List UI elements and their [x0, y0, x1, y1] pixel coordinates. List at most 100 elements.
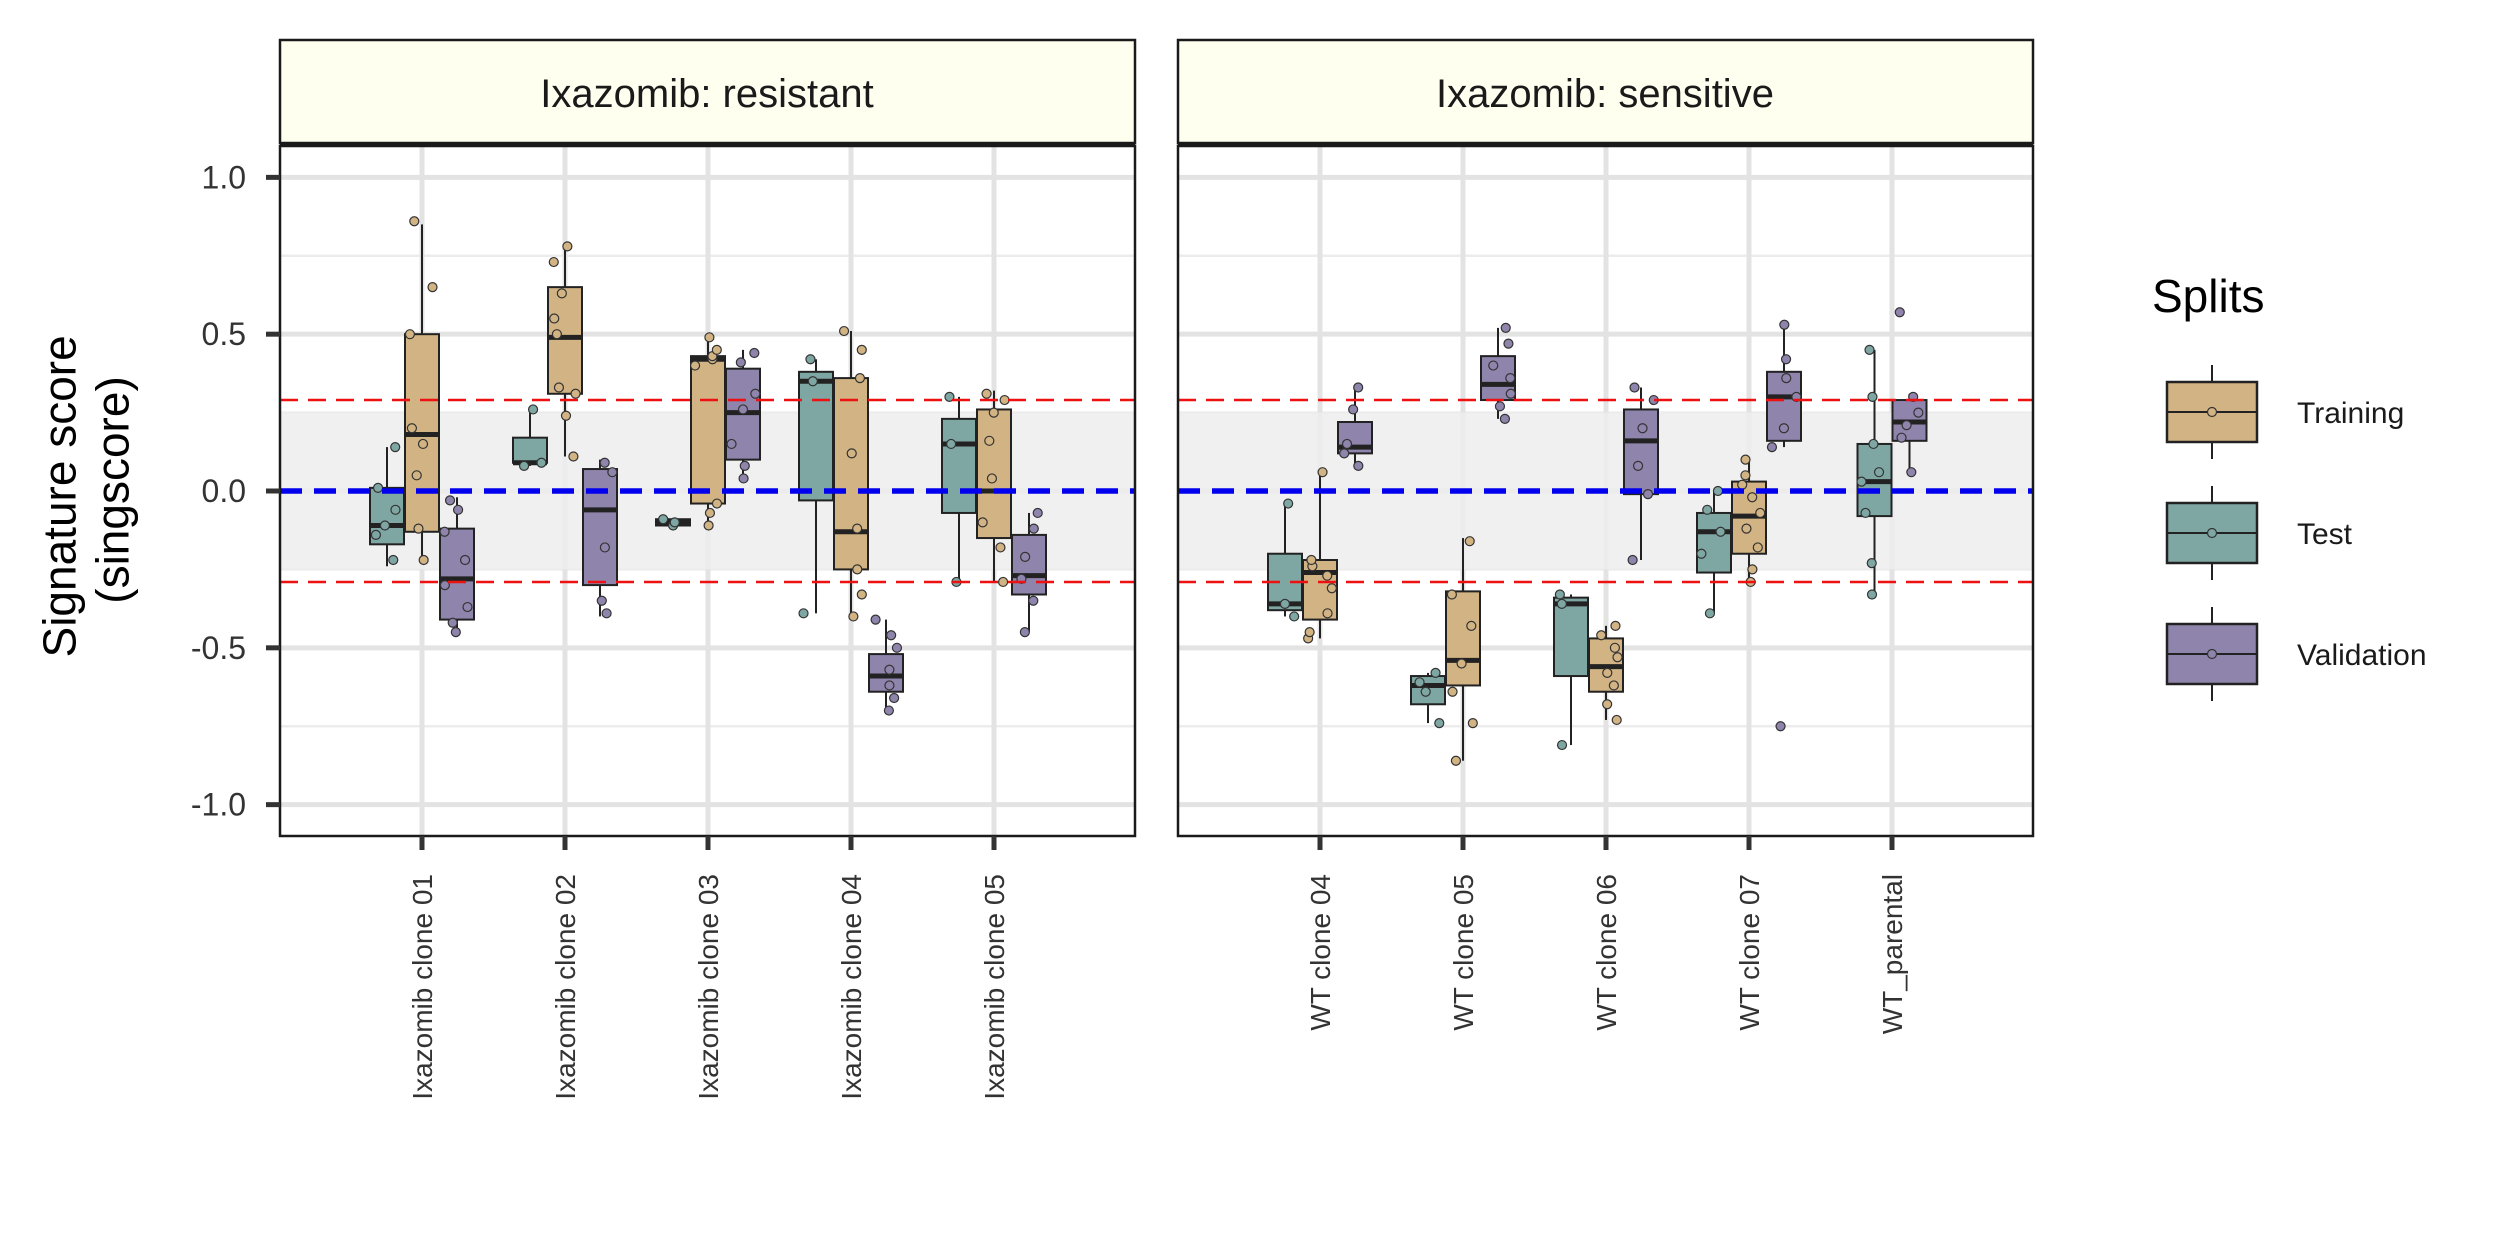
data-point	[1715, 526, 1726, 537]
data-point	[1032, 507, 1043, 519]
plot-area: Ixazomib clone 01 Ixazomib clone 02 Ixazom…	[278, 142, 1137, 1100]
box-test	[655, 514, 691, 531]
box-validation	[868, 614, 904, 716]
data-point	[1610, 620, 1621, 631]
data-point	[1856, 476, 1867, 487]
box-validation	[725, 347, 761, 484]
box-test	[1856, 344, 1893, 600]
data-point	[1866, 589, 1878, 600]
box-body	[547, 286, 583, 395]
x-tick-label: Ixazomib clone 04	[836, 874, 867, 1100]
data-point	[1434, 717, 1445, 729]
data-point	[1642, 489, 1654, 500]
data-point	[1028, 523, 1039, 534]
strip-background	[1176, 38, 2035, 145]
box-body	[941, 417, 977, 514]
y-axis-title-line1: Signature score	[33, 335, 85, 657]
data-point	[1306, 554, 1317, 566]
data-point	[409, 216, 420, 227]
legend-item-validation: Validation	[2165, 607, 2427, 701]
data-point	[1446, 589, 1457, 600]
data-point	[1894, 307, 1905, 318]
y-tick-label: 1.0	[202, 159, 246, 195]
data-point	[807, 376, 818, 387]
data-point	[1864, 344, 1875, 355]
data-point	[452, 504, 464, 515]
data-point	[562, 241, 573, 252]
data-point	[444, 495, 456, 506]
box-test	[1553, 589, 1589, 751]
data-point	[711, 344, 722, 355]
x-tick-label: Ixazomib clone 05	[979, 874, 1010, 1100]
data-point	[1611, 714, 1622, 726]
box-test	[369, 441, 405, 567]
data-point	[568, 451, 579, 462]
y-tick-label: 0.0	[202, 473, 246, 509]
data-point	[738, 473, 749, 484]
x-tick-label: Ixazomib clone 01	[407, 874, 438, 1100]
data-point	[599, 542, 610, 553]
data-point	[852, 564, 863, 575]
box-test	[1410, 667, 1446, 729]
data-point	[1696, 548, 1707, 559]
data-point	[370, 529, 382, 541]
x-tick-label: WT clone 05	[1448, 874, 1479, 1031]
data-point	[1704, 608, 1716, 619]
box-training	[833, 325, 869, 622]
data-point	[607, 467, 618, 478]
data-point	[838, 325, 850, 337]
data-point	[749, 347, 760, 359]
data-point	[658, 514, 669, 525]
data-point	[750, 388, 761, 399]
data-point	[599, 457, 610, 468]
data-point	[1283, 498, 1294, 509]
y-axis: 1.0 0.5 0.0 -0.5 -1.0	[191, 159, 280, 823]
data-point	[1747, 564, 1758, 575]
data-point	[1627, 554, 1638, 566]
y-tick-label: -0.5	[191, 630, 246, 666]
box-training	[547, 241, 583, 462]
data-point	[1775, 721, 1786, 732]
data-point	[1322, 608, 1333, 619]
data-point	[946, 438, 957, 450]
data-point	[1781, 372, 1792, 384]
data-point	[527, 404, 539, 415]
data-point	[570, 388, 581, 399]
legend-key-point	[2206, 648, 2218, 660]
data-point	[1873, 467, 1885, 478]
data-point	[390, 504, 401, 515]
x-tick-label: WT_parental	[1877, 874, 1908, 1034]
data-point	[848, 611, 859, 622]
box-validation	[1337, 382, 1373, 472]
data-point	[1712, 485, 1724, 497]
data-point	[413, 523, 424, 534]
data-point	[1464, 536, 1475, 547]
data-point	[459, 554, 471, 566]
data-point	[977, 517, 988, 528]
data-point	[703, 520, 714, 531]
x-tick-label: WT clone 04	[1305, 874, 1336, 1031]
data-point	[417, 438, 429, 450]
box-training	[689, 332, 726, 531]
data-point	[1420, 686, 1431, 697]
data-point	[735, 357, 746, 368]
box-body	[868, 653, 904, 693]
data-point	[1867, 391, 1878, 403]
data-point	[1019, 627, 1030, 638]
box-validation	[1011, 507, 1047, 638]
data-point	[447, 617, 458, 628]
data-point	[388, 554, 399, 566]
data-point	[1740, 454, 1751, 465]
data-point	[536, 457, 547, 468]
y-tick-label: 0.5	[202, 316, 246, 352]
data-point	[404, 329, 416, 340]
data-point	[1860, 507, 1871, 519]
data-point	[1554, 589, 1565, 600]
legend-label: Test	[2297, 518, 2353, 551]
data-point	[739, 460, 750, 472]
data-point	[601, 608, 612, 619]
data-point	[450, 627, 461, 638]
data-point	[1499, 413, 1511, 424]
x-tick-label: Ixazomib clone 03	[693, 874, 724, 1100]
data-point	[884, 680, 895, 691]
